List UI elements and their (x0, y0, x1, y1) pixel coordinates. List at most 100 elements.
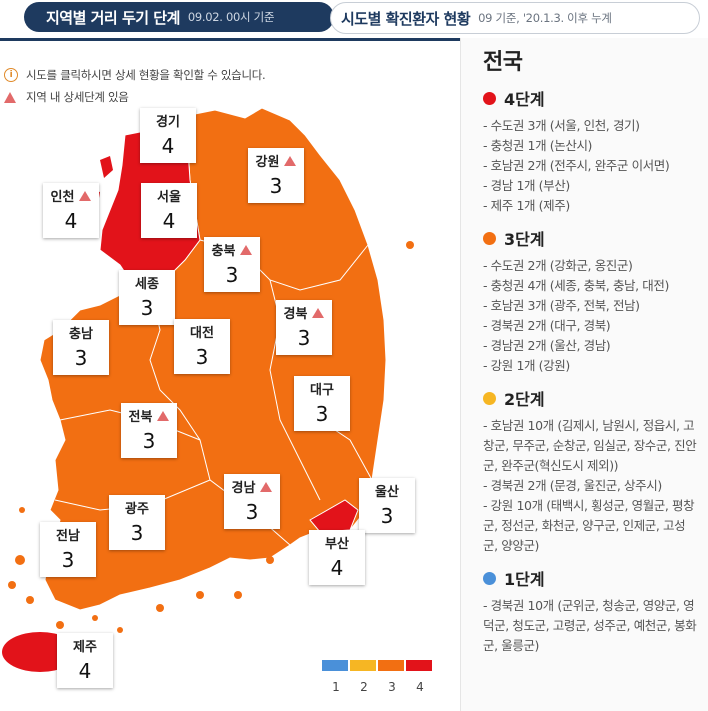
map-islands (8, 241, 414, 633)
legend-label: 1 (332, 680, 340, 694)
warning-icon (157, 410, 170, 421)
legend-swatch-level2 (350, 660, 376, 671)
level4-dot-icon (483, 91, 496, 105)
list-item: - 경남권 2개 (울산, 경남) (483, 338, 611, 353)
list-item: - 제주 1개 (제주) (483, 198, 570, 213)
level3-heading-text: 3단계 (504, 230, 545, 249)
region-name-row: 인천 (47, 186, 95, 205)
tab-underline (0, 38, 460, 41)
region-name-row: 전북 (125, 406, 173, 425)
legend-swatch-level1 (322, 660, 348, 671)
level4-heading: 4단계 (483, 86, 708, 110)
region-level: 4 (162, 209, 176, 233)
tab-confirmed-cases-date: 09 기준, '20.1.3. 이후 누계 (478, 11, 612, 25)
panel-title: 전국 (483, 50, 523, 75)
region-name-row: 충북 (208, 240, 256, 259)
region-label-daejeon[interactable]: 대전 3 (174, 319, 230, 374)
region-name: 인천 (50, 190, 75, 205)
detail-hint: 지역 내 상세단계 있음 (4, 89, 129, 105)
region-label-jeonnam[interactable]: 전남 3 (40, 522, 96, 577)
region-name: 경북 (283, 307, 308, 322)
region-level: 4 (78, 659, 92, 683)
level4-heading-text: 4단계 (504, 90, 545, 109)
level3-group: 3단계 - 수도권 2개 (강화군, 옹진군) - 충청권 4개 (세종, 충북… (483, 226, 708, 376)
tab-confirmed-cases[interactable]: 시도별 확진환자 현황 09 기준, '20.1.3. 이후 누계 (330, 2, 700, 34)
warning-icon (284, 155, 297, 166)
region-level: 3 (315, 402, 329, 426)
region-level: 3 (245, 500, 259, 524)
list-item: - 경남 1개 (부산) (483, 178, 570, 193)
region-label-gyeonggi[interactable]: 경기 4 (140, 108, 196, 163)
region-label-gyeongnam[interactable]: 경남 3 (224, 474, 280, 529)
korea-map-svg (2, 107, 414, 672)
region-level: 3 (269, 174, 283, 198)
region-name: 충남 (69, 327, 93, 342)
legend-swatch-level3 (378, 660, 404, 671)
level4-group: 4단계 - 수도권 3개 (서울, 인천, 경기) - 충청권 1개 (논산시)… (483, 86, 708, 216)
list-item: - 강원 10개 (태백시, 횡성군, 영월군, 평창군, 정선군, 화천군, … (483, 498, 695, 553)
region-level: 3 (74, 346, 88, 370)
region-label-gangwon[interactable]: 강원 3 (248, 148, 304, 203)
region-name: 대구 (310, 383, 334, 398)
region-name: 전북 (128, 410, 153, 425)
click-hint: i 시도를 클릭하시면 상세 현황을 확인할 수 있습니다. (4, 67, 266, 83)
list-item: - 강원 1개 (강원) (483, 358, 570, 373)
level1-dot-icon (483, 571, 496, 585)
region-level: 3 (195, 345, 209, 369)
tab-confirmed-cases-label: 시도별 확진환자 현황 (341, 9, 471, 28)
warning-icon (4, 91, 16, 103)
level-summary-panel: 전국 4단계 - 수도권 3개 (서울, 인천, 경기) - 충청권 1개 (논… (460, 38, 708, 711)
click-hint-text: 시도를 클릭하시면 상세 현황을 확인할 수 있습니다. (26, 68, 266, 82)
region-label-busan[interactable]: 부산 4 (309, 530, 365, 585)
region-label-jeonbuk[interactable]: 전북 3 (121, 403, 177, 458)
tab-distancing-level-date: 09.02. 00시 기준 (187, 10, 275, 24)
level2-heading-text: 2단계 (504, 390, 545, 409)
level-legend (322, 660, 434, 671)
region-level: 3 (297, 326, 311, 350)
region-label-gwangju[interactable]: 광주 3 (109, 495, 165, 550)
level2-dot-icon (483, 391, 496, 405)
list-item: - 충청권 1개 (논산시) (483, 138, 593, 153)
level3-dot-icon (483, 231, 496, 245)
region-level: 4 (161, 134, 175, 158)
region-level: 4 (330, 556, 344, 580)
list-item: - 호남권 3개 (광주, 전북, 전남) (483, 298, 640, 313)
list-item: - 경북권 10개 (군위군, 청송군, 영양군, 영덕군, 청도군, 고령군,… (483, 598, 697, 653)
level2-heading: 2단계 (483, 386, 708, 410)
region-label-ulsan[interactable]: 울산 3 (359, 478, 415, 533)
region-level: 3 (142, 429, 156, 453)
tab-distancing-level-label: 지역별 거리 두기 단계 (46, 8, 180, 27)
region-label-daegu[interactable]: 대구 3 (294, 376, 350, 431)
region-name: 경기 (156, 115, 180, 130)
region-level: 3 (140, 296, 154, 320)
region-name: 서울 (157, 190, 181, 205)
region-label-sejong[interactable]: 세종 3 (119, 270, 175, 325)
region-level: 3 (225, 263, 239, 287)
region-label-incheon[interactable]: 인천 4 (43, 183, 99, 238)
warning-icon (260, 481, 273, 492)
region-label-seoul[interactable]: 서울 4 (141, 183, 197, 238)
region-level: 3 (380, 504, 394, 528)
region-label-chungnam[interactable]: 충남 3 (53, 320, 109, 375)
warning-icon (312, 307, 325, 318)
warning-icon (79, 190, 92, 201)
map-region-incheon-islands[interactable] (87, 156, 113, 230)
tab-distancing-level[interactable]: 지역별 거리 두기 단계 09.02. 00시 기준 (24, 2, 334, 32)
list-item: - 호남권 10개 (김제시, 남원시, 정읍시, 고창군, 무주군, 순창군,… (483, 418, 697, 473)
info-icon: i (4, 68, 18, 82)
legend-label: 2 (360, 680, 368, 694)
region-level: 4 (64, 209, 78, 233)
tab-bar: 지역별 거리 두기 단계 09.02. 00시 기준 시도별 확진환자 현황 0… (0, 0, 708, 38)
level2-group: 2단계 - 호남권 10개 (김제시, 남원시, 정읍시, 고창군, 무주군, … (483, 386, 708, 556)
detail-hint-text: 지역 내 상세단계 있음 (26, 90, 129, 104)
region-label-chungbuk[interactable]: 충북 3 (204, 237, 260, 292)
region-name: 충북 (211, 244, 236, 259)
warning-icon (240, 244, 253, 255)
region-label-jeju[interactable]: 제주 4 (57, 633, 113, 688)
region-label-gyeongbuk[interactable]: 경북 3 (276, 300, 332, 355)
legend-label: 4 (416, 680, 424, 694)
region-name: 세종 (135, 277, 159, 292)
level1-group: 1단계 - 경북권 10개 (군위군, 청송군, 영양군, 영덕군, 청도군, … (483, 566, 708, 656)
region-name-row: 강원 (252, 151, 300, 170)
region-name-row: 경남 (228, 477, 276, 496)
